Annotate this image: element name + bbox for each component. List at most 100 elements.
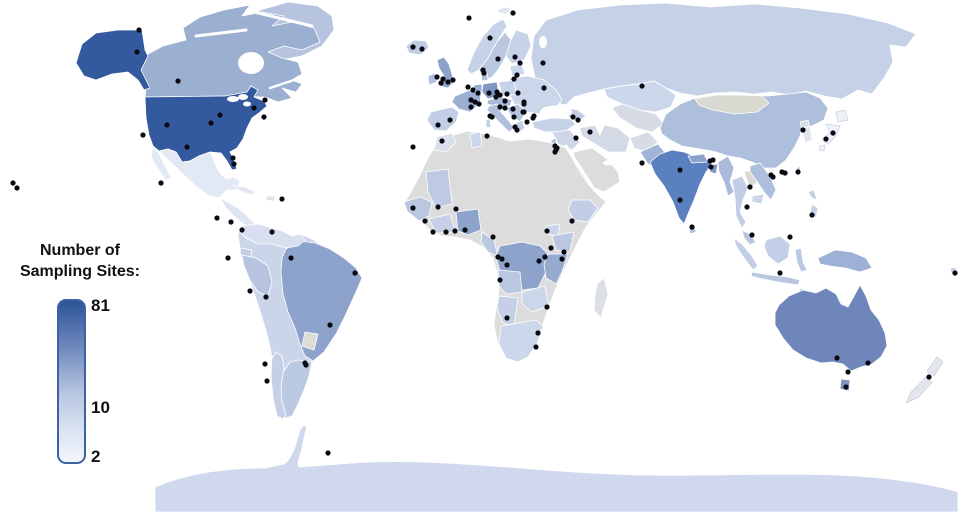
region-svalbard <box>496 6 513 15</box>
region-angola <box>497 269 523 295</box>
sampling-site-dot <box>325 450 331 456</box>
region-baja-california <box>150 146 172 182</box>
white-sea <box>539 36 547 48</box>
sampling-site-dot <box>544 304 550 310</box>
water-overlays <box>194 10 613 188</box>
sampling-site-dot <box>486 90 492 96</box>
region-iberia <box>426 106 460 132</box>
sampling-sites-layer <box>10 10 958 456</box>
sampling-site-dot <box>230 155 236 161</box>
sampling-site-dot <box>435 204 441 210</box>
region-cuba <box>232 184 257 196</box>
region-brazil <box>280 240 363 362</box>
sampling-site-dot <box>517 60 523 66</box>
st-lawrence <box>268 76 302 90</box>
region-iceland <box>405 39 430 56</box>
sampling-site-dot <box>514 72 520 78</box>
sampling-site-dot <box>134 49 140 55</box>
region-new-guinea <box>817 249 873 273</box>
sampling-site-dot <box>787 234 793 240</box>
sampling-site-dot <box>140 132 146 138</box>
sampling-site-dot <box>504 262 510 268</box>
sampling-site-dot <box>261 114 267 120</box>
sampling-site-dot <box>495 56 501 62</box>
sampling-site-dot <box>511 76 517 82</box>
sampling-site-dot <box>489 114 495 120</box>
sampling-site-dot <box>470 87 476 93</box>
sampling-site-dot <box>777 270 783 276</box>
region-hispaniola <box>265 195 277 202</box>
sampling-site-dot <box>493 94 499 100</box>
region-cambodia <box>751 193 765 205</box>
persian-gulf <box>603 160 613 166</box>
sampling-site-dot <box>502 105 508 111</box>
sampling-site-dot <box>484 133 490 139</box>
sampling-site-dot <box>136 27 142 33</box>
sampling-site-dot <box>530 115 536 121</box>
region-borneo <box>763 235 791 265</box>
region-alaska <box>75 29 151 91</box>
sampling-site-dot <box>439 138 445 144</box>
sampling-site-dot <box>749 232 755 238</box>
sampling-site-dot <box>288 255 294 261</box>
sampling-site-dot <box>228 219 234 225</box>
great-lake-huron <box>238 94 248 100</box>
great-lake-erie <box>243 101 251 107</box>
sampling-site-dot <box>795 169 801 175</box>
sampling-site-dot <box>536 258 542 264</box>
region-antarctica <box>154 425 959 512</box>
sampling-site-dot <box>462 227 468 233</box>
sampling-site-dot <box>830 130 836 136</box>
region-madagascar <box>593 277 609 319</box>
sampling-site-dot <box>497 104 503 110</box>
sampling-site-dot <box>435 122 441 128</box>
sampling-site-dot <box>490 234 496 240</box>
sampling-site-dot <box>434 74 440 80</box>
arctic-channel <box>194 28 248 38</box>
sampling-site-dot <box>569 218 575 224</box>
parry-channel <box>252 10 314 28</box>
sampling-site-dot <box>535 330 541 336</box>
sampling-site-dot <box>487 35 493 41</box>
region-mali <box>425 168 453 209</box>
region-chile <box>270 351 287 420</box>
region-central-asia <box>611 103 665 133</box>
sampling-site-dot <box>800 127 806 133</box>
sampling-site-dot <box>708 164 714 170</box>
sampling-site-dot <box>262 361 268 367</box>
sampling-site-dot <box>422 218 428 224</box>
region-finland <box>505 29 532 65</box>
sampling-site-dot <box>521 99 527 105</box>
sampling-site-dot <box>511 114 517 120</box>
sampling-site-dot <box>263 294 269 300</box>
sampling-site-dot <box>540 60 546 66</box>
sampling-site-dot <box>823 136 829 142</box>
sampling-site-dot <box>809 212 815 218</box>
sampling-site-dot <box>419 46 425 52</box>
region-myanmar <box>717 155 735 197</box>
sampling-site-dot <box>450 77 456 83</box>
sampling-site-dot <box>468 97 474 103</box>
sampling-site-dot <box>689 224 695 230</box>
region-mexico <box>158 148 241 199</box>
sampling-site-dot <box>214 215 220 221</box>
sampling-site-dot <box>504 315 510 321</box>
sampling-site-dot <box>410 205 416 211</box>
region-new-zealand-south <box>905 376 933 404</box>
sampling-site-dot <box>510 10 516 16</box>
sampling-site-dot <box>279 196 285 202</box>
region-canada <box>140 4 321 103</box>
sampling-site-dot <box>269 229 275 235</box>
region-sardinia <box>485 118 492 129</box>
sampling-site-dot <box>544 228 550 234</box>
sampling-site-dot <box>164 122 170 128</box>
region-south-africa <box>498 319 544 363</box>
region-colombia-venezuela <box>239 223 306 249</box>
region-argentina <box>279 359 313 419</box>
sampling-site-dot <box>410 144 416 150</box>
sampling-site-dot <box>158 180 164 186</box>
sampling-site-dot <box>453 206 459 212</box>
region-norway <box>466 18 508 75</box>
